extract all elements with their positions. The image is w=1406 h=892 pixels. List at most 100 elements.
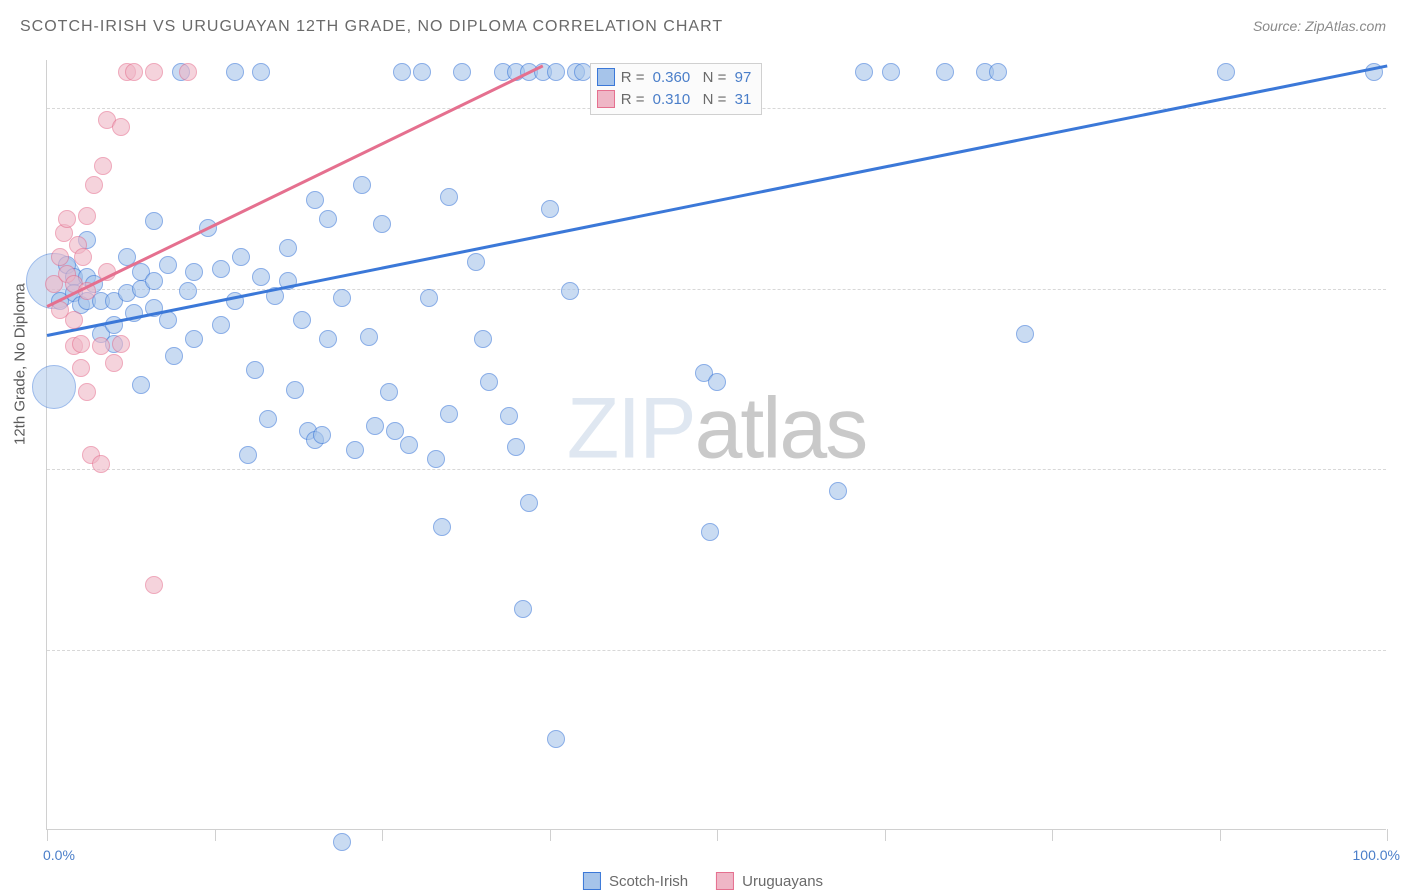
x-tick: [47, 829, 48, 841]
data-point: [239, 446, 257, 464]
data-point: [105, 354, 123, 372]
data-point: [480, 373, 498, 391]
source-site: ZipAtlas.com: [1305, 18, 1386, 34]
data-point: [366, 417, 384, 435]
data-point: [226, 63, 244, 81]
data-point: [306, 191, 324, 209]
data-point: [353, 176, 371, 194]
data-point: [212, 316, 230, 334]
x-tick-label-min: 0.0%: [43, 847, 75, 863]
data-point: [514, 600, 532, 618]
x-tick: [215, 829, 216, 841]
data-point: [78, 207, 96, 225]
data-point: [279, 239, 297, 257]
scatter-plot-area: ZIPatlas 77.5%85.0%92.5%100.0%0.0%100.0%…: [46, 60, 1386, 830]
y-tick-label: 92.5%: [1398, 281, 1406, 297]
data-point: [393, 63, 411, 81]
data-point: [252, 63, 270, 81]
data-point: [440, 188, 458, 206]
data-point: [360, 328, 378, 346]
data-point: [259, 410, 277, 428]
data-point: [92, 337, 110, 355]
data-point: [78, 383, 96, 401]
data-point: [467, 253, 485, 271]
data-point: [112, 335, 130, 353]
data-point: [85, 176, 103, 194]
chart-title: SCOTCH-IRISH VS URUGUAYAN 12TH GRADE, NO…: [20, 18, 723, 35]
data-point: [32, 365, 76, 409]
data-point: [51, 248, 69, 266]
gridline-h: [47, 469, 1386, 470]
legend-label-uruguayans: Uruguayans: [742, 873, 823, 890]
legend-item-uruguayans: Uruguayans: [716, 872, 823, 890]
data-point: [212, 260, 230, 278]
stats-legend: R = 0.360 N = 97 R = 0.310 N = 31: [590, 63, 763, 115]
data-point: [701, 523, 719, 541]
data-point: [561, 282, 579, 300]
data-point: [319, 210, 337, 228]
x-tick: [1220, 829, 1221, 841]
data-point: [112, 118, 130, 136]
data-point: [145, 212, 163, 230]
data-point: [179, 63, 197, 81]
data-point: [185, 263, 203, 281]
data-point: [179, 282, 197, 300]
legend-swatch-uruguayans: [716, 872, 734, 890]
data-point: [319, 330, 337, 348]
gridline-h: [47, 650, 1386, 651]
data-point: [333, 833, 351, 851]
data-point: [500, 407, 518, 425]
y-tick-label: 77.5%: [1398, 642, 1406, 658]
data-point: [252, 268, 270, 286]
data-point: [380, 383, 398, 401]
data-point: [72, 335, 90, 353]
legend-label-scotch-irish: Scotch-Irish: [609, 873, 688, 890]
data-point: [94, 157, 112, 175]
data-point: [386, 422, 404, 440]
data-point: [440, 405, 458, 423]
stats-row: R = 0.310 N = 31: [597, 88, 752, 110]
gridline-h: [47, 289, 1386, 290]
data-point: [145, 576, 163, 594]
data-point: [400, 436, 418, 454]
data-point: [159, 311, 177, 329]
x-tick: [717, 829, 718, 841]
source-label: Source: ZipAtlas.com: [1253, 18, 1386, 34]
data-point: [541, 200, 559, 218]
data-point: [474, 330, 492, 348]
data-point: [989, 63, 1007, 81]
data-point: [246, 361, 264, 379]
data-point: [92, 455, 110, 473]
data-point: [708, 373, 726, 391]
data-point: [125, 63, 143, 81]
data-point: [185, 330, 203, 348]
x-tick: [1387, 829, 1388, 841]
data-point: [65, 311, 83, 329]
data-point: [547, 63, 565, 81]
stats-row: R = 0.360 N = 97: [597, 66, 752, 88]
data-point: [132, 376, 150, 394]
data-point: [346, 441, 364, 459]
data-point: [286, 381, 304, 399]
watermark-part-b: atlas: [695, 381, 867, 477]
stats-text: R = 0.310 N = 31: [621, 91, 752, 108]
data-point: [520, 494, 538, 512]
data-point: [507, 438, 525, 456]
legend: Scotch-Irish Uruguayans: [583, 872, 823, 890]
source-prefix: Source:: [1253, 18, 1301, 34]
data-point: [165, 347, 183, 365]
data-point: [313, 426, 331, 444]
data-point: [1217, 63, 1235, 81]
x-tick-label-max: 100.0%: [1353, 847, 1400, 863]
y-tick-label: 100.0%: [1398, 100, 1406, 116]
data-point: [433, 518, 451, 536]
y-tick-label: 85.0%: [1398, 461, 1406, 477]
data-point: [547, 730, 565, 748]
watermark-part-a: ZIP: [567, 381, 695, 477]
data-point: [145, 272, 163, 290]
y-axis-label: 12th Grade, No Diploma: [12, 283, 29, 445]
data-point: [427, 450, 445, 468]
data-point: [72, 359, 90, 377]
regression-line: [46, 65, 543, 308]
x-tick: [885, 829, 886, 841]
